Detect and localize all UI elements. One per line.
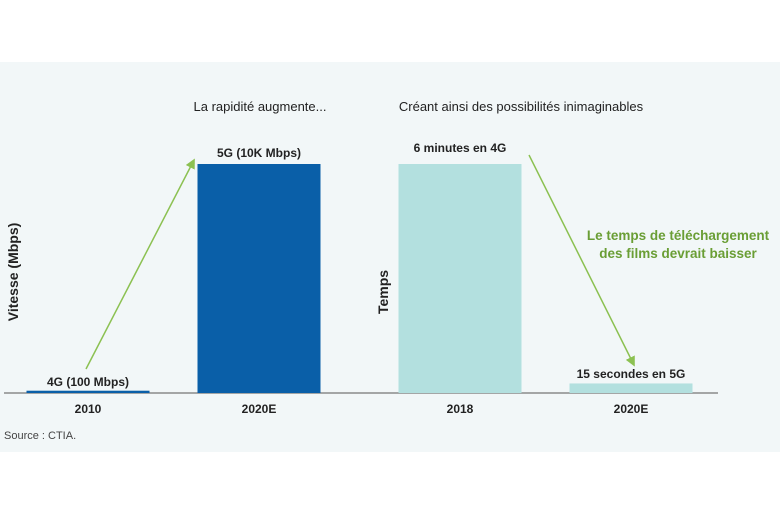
bar-2020e-speed-label: 5G (10K Mbps): [217, 146, 301, 160]
chart-2-ylabel: Temps: [375, 270, 391, 314]
speed-increase-arrow: [85, 158, 195, 370]
chart-1-title: La rapidité augmente...: [194, 99, 327, 114]
tick-2010: 2010: [75, 402, 102, 416]
bar-2020e-speed: [197, 164, 321, 393]
bar-2020e-time-label: 15 secondes en 5G: [577, 367, 686, 381]
tick-2020e-speed: 2020E: [242, 402, 277, 416]
annotation-line-1: Le temps de téléchargement: [587, 228, 770, 243]
bar-2018-label: 6 minutes en 4G: [414, 141, 507, 155]
tick-2020e-time: 2020E: [614, 402, 649, 416]
time-decrease-arrow: [528, 154, 635, 367]
bar-2020e-time: [569, 383, 693, 393]
bar-2018: [398, 164, 522, 393]
chart-2-title: Créant ainsi des possibilités inimaginab…: [399, 99, 644, 114]
bar-2010: [26, 390, 150, 393]
source-note: Source : CTIA.: [4, 430, 76, 442]
chart-1-ylabel: Vitesse (Mbps): [5, 223, 21, 322]
bar-2010-label: 4G (100 Mbps): [47, 375, 129, 389]
tick-2018: 2018: [447, 402, 474, 416]
annotation-line-2: des films devrait baisser: [599, 246, 757, 261]
